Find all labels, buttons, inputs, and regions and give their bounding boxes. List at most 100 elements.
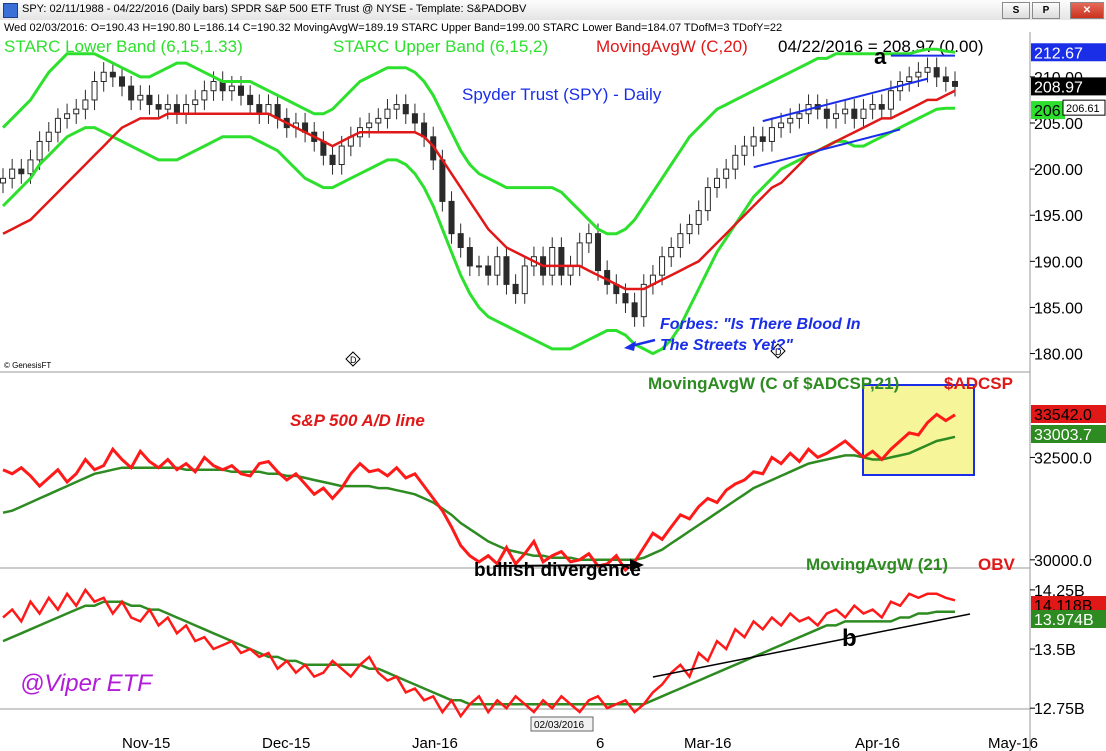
- legend-starc-upper: STARC Upper Band (6,15,2): [333, 37, 548, 56]
- candle-body: [887, 90, 894, 110]
- trend-channel-upper: [762, 77, 928, 123]
- candle-body: [768, 127, 775, 142]
- lower-band-value-label: 206: [1034, 103, 1061, 120]
- candle-body: [100, 71, 107, 83]
- candle-body: [146, 94, 153, 106]
- candle-body: [778, 122, 785, 129]
- candle-body: [512, 283, 519, 295]
- chart-canvas: Wed 02/03/2016: O=190.43 H=190.80 L=186.…: [0, 20, 1106, 751]
- forbes-annotation-line2: The Streets Yet?": [660, 337, 793, 354]
- candle-body: [503, 256, 510, 285]
- candle-body: [73, 108, 80, 115]
- close-button[interactable]: ✕: [1070, 2, 1104, 19]
- candle-body: [924, 67, 931, 73]
- obv-trend-line: [652, 613, 971, 678]
- cursor-date-label: 02/03/2016: [534, 720, 584, 731]
- candle-body: [878, 104, 885, 110]
- candle-body: [192, 99, 199, 106]
- candle-body: [64, 113, 71, 119]
- candle-body: [91, 81, 98, 101]
- ad-last-value-label: 33542.0: [1034, 407, 1092, 424]
- candle-body: [164, 104, 171, 110]
- obv-ma-value-label: 13.974B: [1034, 612, 1094, 629]
- obv-legend-series: MovingAvgW (21): [806, 555, 948, 574]
- candle-body: [732, 154, 739, 170]
- candle-body: [9, 168, 16, 179]
- lower-band-value-bg: [1031, 101, 1065, 120]
- candle-body: [137, 94, 144, 101]
- candle-body: [27, 159, 34, 175]
- p-button[interactable]: P: [1032, 2, 1060, 19]
- ad-ma-line: [2, 435, 956, 562]
- upper-band-value-label: 212.67: [1034, 45, 1083, 62]
- bullish-divergence-label: bullish divergence: [474, 560, 641, 581]
- candle-body: [713, 177, 721, 189]
- candle-body: [869, 104, 876, 110]
- candle-body: [604, 270, 611, 285]
- candle-body: [18, 168, 25, 175]
- candle-body: [594, 233, 602, 272]
- price-ytick-label: 195.00: [1034, 208, 1083, 225]
- candle-body: [411, 113, 418, 124]
- s-button[interactable]: S: [1002, 2, 1030, 19]
- mavg-value-label: 206.61: [1066, 103, 1100, 115]
- candle-body: [558, 247, 565, 276]
- mavg-value-box: [1062, 99, 1106, 116]
- candle-body: [183, 104, 190, 115]
- candle-body: [384, 108, 391, 119]
- legend-starc-lower: STARC Lower Band (6,15,1.33): [4, 37, 243, 56]
- candle-body: [521, 265, 528, 295]
- divergence-arrow-shaft: [494, 564, 633, 567]
- mavg-line: [2, 89, 956, 291]
- candle-body: [329, 154, 336, 165]
- upper-band-value-label-bg: [1031, 43, 1106, 62]
- candle-body: [155, 104, 162, 110]
- candle-body: [201, 90, 208, 101]
- ad-line: [2, 412, 956, 573]
- candle-body: [951, 81, 959, 87]
- candle-body: [118, 76, 126, 87]
- candle-body: [439, 159, 446, 202]
- candle-body: [402, 104, 409, 115]
- ad-legend-name: $ADCSP: [944, 374, 1013, 393]
- obv-ma-value-label-bg: [1031, 610, 1106, 628]
- candle-body: [759, 136, 766, 142]
- x-label-dec: Dec-15: [262, 735, 310, 751]
- ad-ma-value-label: 33003.7: [1034, 427, 1092, 444]
- legend-mavg: MovingAvgW (C,20): [596, 37, 748, 56]
- ad-panel: 32500.0 30000.0 33542.0 33003.7: [2, 384, 1106, 573]
- candle-body: [475, 265, 483, 268]
- forbes-annotation-line1: Forbes: "Is There Blood In: [660, 316, 861, 333]
- x-label-nov: Nov-15: [122, 735, 170, 751]
- ad-ytick-label: 32500.0: [1034, 450, 1092, 467]
- candle-body: [173, 104, 180, 115]
- price-ytick-label: 205.00: [1034, 116, 1083, 133]
- candle-body: [585, 233, 592, 244]
- candle-body: [750, 136, 757, 147]
- candle-body: [128, 85, 135, 101]
- obv-line: [2, 587, 956, 719]
- candle-body: [640, 283, 647, 318]
- candle-body: [906, 76, 913, 83]
- app-icon: [3, 3, 18, 18]
- candle-body: [549, 247, 556, 276]
- candle-body: [36, 140, 43, 161]
- candle-body: [0, 177, 7, 184]
- candle-body: [933, 67, 940, 78]
- candle-body: [265, 104, 272, 115]
- candle-body: [45, 131, 52, 142]
- price-ytick-label: 200.00: [1034, 162, 1083, 179]
- candle-body: [741, 145, 748, 156]
- obv-ma-line: [2, 600, 955, 706]
- candle-body: [338, 145, 345, 166]
- x-label-feb-fragment: 6: [596, 735, 604, 751]
- candle-body: [237, 85, 245, 96]
- forbes-arrow-head: [624, 341, 636, 351]
- ad-ma-value-label-bg: [1031, 425, 1106, 443]
- candle-body: [851, 108, 858, 119]
- d-marker: [345, 351, 361, 367]
- candle-body: [109, 71, 116, 78]
- candle-body: [823, 108, 830, 119]
- x-axis: Nov-15 Dec-15 Jan-16 Mar-16 Apr-16 May-1…: [122, 716, 1038, 751]
